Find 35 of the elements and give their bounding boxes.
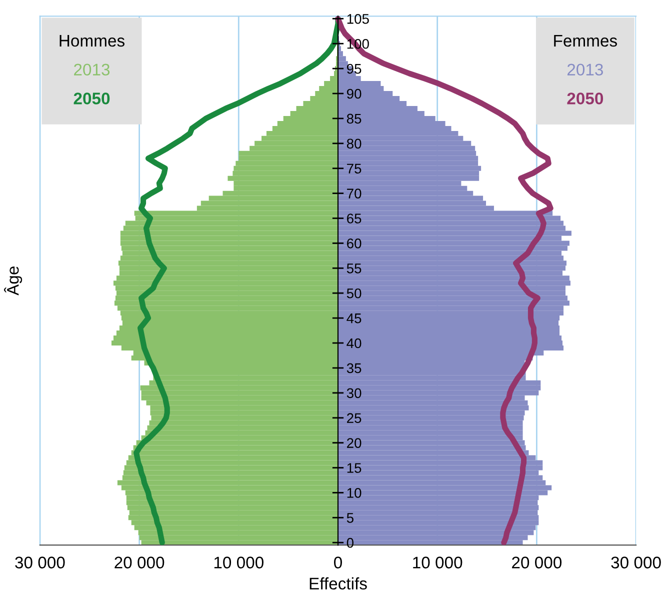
x-tick-label: 0 [334, 556, 342, 568]
y-tick-label: 80 [346, 138, 362, 149]
x-tick-label: 30 000 [15, 556, 65, 568]
y-tick-label: 5 [346, 513, 354, 523]
y-tick-label: 35 [346, 363, 362, 374]
y-tick-label: 70 [347, 188, 362, 198]
y-axis-title: Âge [4, 266, 22, 296]
y-tick-label: 60 [347, 238, 362, 248]
text: 2050 [74, 92, 110, 104]
y-tick-label: 10 [347, 488, 362, 498]
y-tick-label: 55 [346, 264, 362, 274]
y-tick-label: 90 [346, 88, 362, 99]
text: 2013 [74, 64, 110, 76]
y-tick-label: 95 [346, 64, 362, 74]
x-tick-label: 10 000 [413, 556, 462, 568]
y-tick-label: 45 [346, 314, 362, 324]
y-tick-label: 65 [347, 214, 362, 224]
y-tick-label: 30 [346, 388, 362, 398]
x-tick-label: 20 000 [114, 556, 164, 568]
x-axis-title: Effectifs [310, 577, 367, 590]
annotation: Hommes [60, 35, 124, 47]
y-tick-label: 105 [347, 14, 369, 24]
x-tick-label: 30 000 [611, 556, 661, 568]
text: 2050 [567, 92, 604, 104]
y-tick-label: 85 [346, 114, 362, 124]
y-tick-label: 20 [347, 438, 362, 448]
y-tick-label: 40 [346, 338, 362, 348]
y-tick-label: 50 [346, 288, 362, 298]
annotation: Femmes [554, 35, 617, 47]
text: 2013 [567, 64, 603, 76]
y-tick-label: 75 [347, 164, 362, 174]
x-tick-label: 10 000 [214, 556, 264, 568]
y-tick-label: 25 [347, 413, 362, 424]
x-tick-label: 20 000 [512, 556, 562, 568]
y-tick-label: 15 [347, 463, 362, 473]
